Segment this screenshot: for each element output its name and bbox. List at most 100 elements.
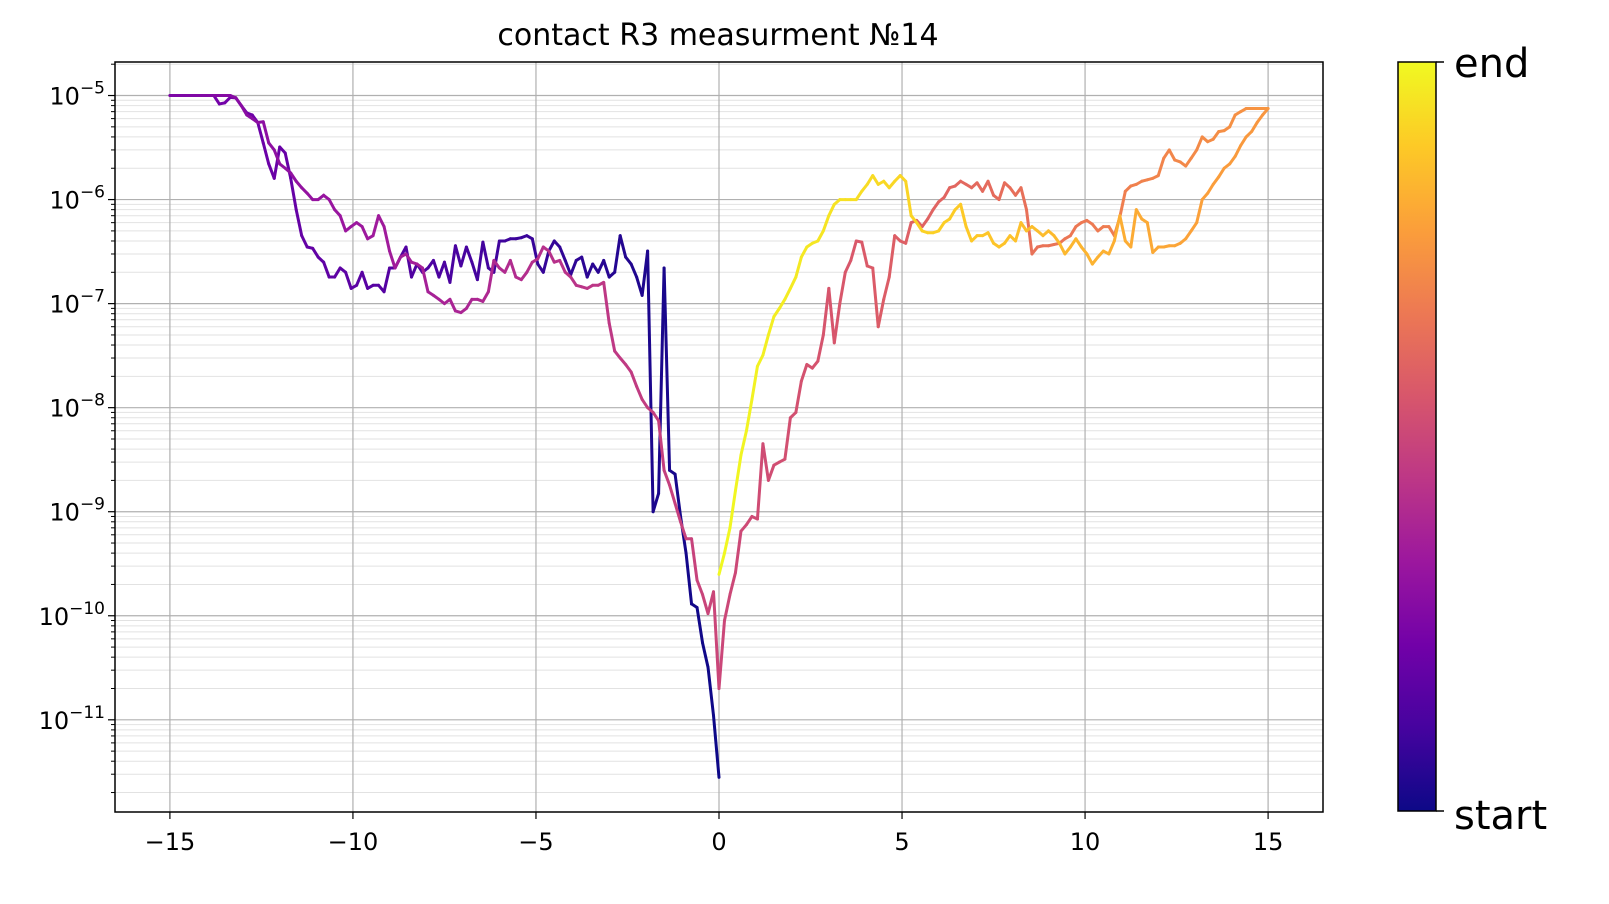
series-3-segment [1021, 188, 1026, 210]
series-3-segment [834, 304, 839, 343]
series-4-segment [735, 455, 740, 490]
series-4-segment [796, 257, 801, 277]
series-3-segment [1169, 150, 1174, 160]
series-4-segment [801, 247, 806, 257]
series-1-segment [346, 272, 351, 288]
y-tick-label: 10−11 [39, 703, 105, 735]
series-4-segment [724, 528, 729, 553]
series-1-segment [384, 268, 389, 292]
series-3-segment [724, 595, 729, 621]
series-4-segment [741, 431, 746, 455]
series-4-segment [790, 277, 795, 288]
series-2-segment [697, 580, 702, 594]
series-3-segment [873, 268, 878, 327]
series-2-segment [549, 251, 554, 262]
series-2-segment [395, 257, 400, 268]
series-3-segment [944, 188, 949, 198]
series-1-segment [285, 153, 290, 178]
series-1-segment [269, 164, 274, 178]
series-4-segment [818, 231, 823, 241]
series-4-segment [823, 216, 828, 231]
series-1-segment [604, 260, 609, 277]
series-1-segment [637, 277, 642, 295]
series-3-segment [818, 335, 823, 361]
series-4-segment [752, 366, 757, 399]
series-1-segment [582, 257, 587, 277]
series-2-segment [527, 262, 532, 272]
series-1-segment [258, 123, 263, 143]
series-2-segment [483, 292, 488, 302]
series-2-segment [637, 386, 642, 399]
series-1-segment [631, 264, 636, 277]
series-1-segment [313, 248, 318, 257]
series-3-segment [999, 183, 1004, 200]
series-3-segment [768, 465, 773, 480]
series-2-segment [384, 227, 389, 251]
series-3-segment [1230, 115, 1235, 127]
series-3-segment [801, 364, 806, 381]
series-4-segment [785, 288, 790, 299]
series-3-segment [906, 223, 911, 244]
x-tick-label: −5 [518, 828, 553, 856]
series-4-segment [1087, 254, 1092, 264]
series-2-segment [714, 592, 719, 689]
series-3-segment [1158, 158, 1163, 175]
x-tick-label: −15 [145, 828, 196, 856]
y-tick-label: 10−8 [49, 391, 105, 423]
series-1-segment [703, 643, 708, 667]
series-3-segment [730, 573, 735, 595]
series-4-segment [1235, 146, 1240, 157]
series-1-segment [357, 272, 362, 285]
series-1-segment [664, 268, 669, 470]
series-1-segment [686, 553, 691, 604]
series-4-segment [1197, 200, 1202, 223]
series-2-segment [263, 122, 268, 143]
series-1-segment [461, 247, 466, 266]
series-2-segment [450, 299, 455, 311]
series-1-segment [648, 251, 653, 512]
series-4-segment [1219, 168, 1224, 177]
series-1-segment [477, 242, 482, 280]
series-4-segment [757, 355, 762, 366]
major-gridlines [115, 62, 1323, 812]
series-4-segment [1059, 243, 1064, 254]
series-4-segment [1109, 241, 1114, 254]
series-4-segment [1241, 137, 1246, 146]
series-4-segment [867, 176, 872, 185]
x-tick-label: −10 [328, 828, 379, 856]
series-3-segment [884, 277, 889, 299]
series-2-segment [373, 216, 378, 236]
series-4-segment [966, 227, 971, 241]
series-2-segment [340, 216, 345, 231]
series-4-segment [1208, 184, 1213, 193]
series-4-segment [906, 181, 911, 215]
y-tick-label: 10−5 [49, 79, 105, 111]
series-2-segment [670, 485, 675, 503]
series-1-segment [324, 262, 329, 277]
series-2-segment [379, 216, 384, 227]
series-2-segment [510, 260, 515, 277]
series-1-segment [450, 246, 455, 283]
series-2-segment [631, 372, 636, 386]
series-1-segment [263, 143, 268, 164]
colorbar-label-end: end [1454, 41, 1529, 87]
series-2-segment [538, 247, 543, 259]
series-1-segment [598, 260, 603, 272]
series-2-segment [362, 227, 367, 239]
colorbar-label-start: start [1454, 793, 1547, 839]
series-2-segment [604, 282, 609, 323]
y-tick-label: 10−9 [49, 495, 105, 527]
series-3-segment [851, 241, 856, 260]
series-2-segment [692, 539, 697, 580]
series-3-segment [823, 288, 828, 335]
series-3-segment [928, 210, 933, 219]
series-3-segment [719, 621, 724, 689]
series-4-segment [719, 553, 724, 574]
series-3-segment [757, 444, 762, 519]
series-1-segment [708, 667, 713, 715]
series-2-segment [664, 470, 669, 485]
